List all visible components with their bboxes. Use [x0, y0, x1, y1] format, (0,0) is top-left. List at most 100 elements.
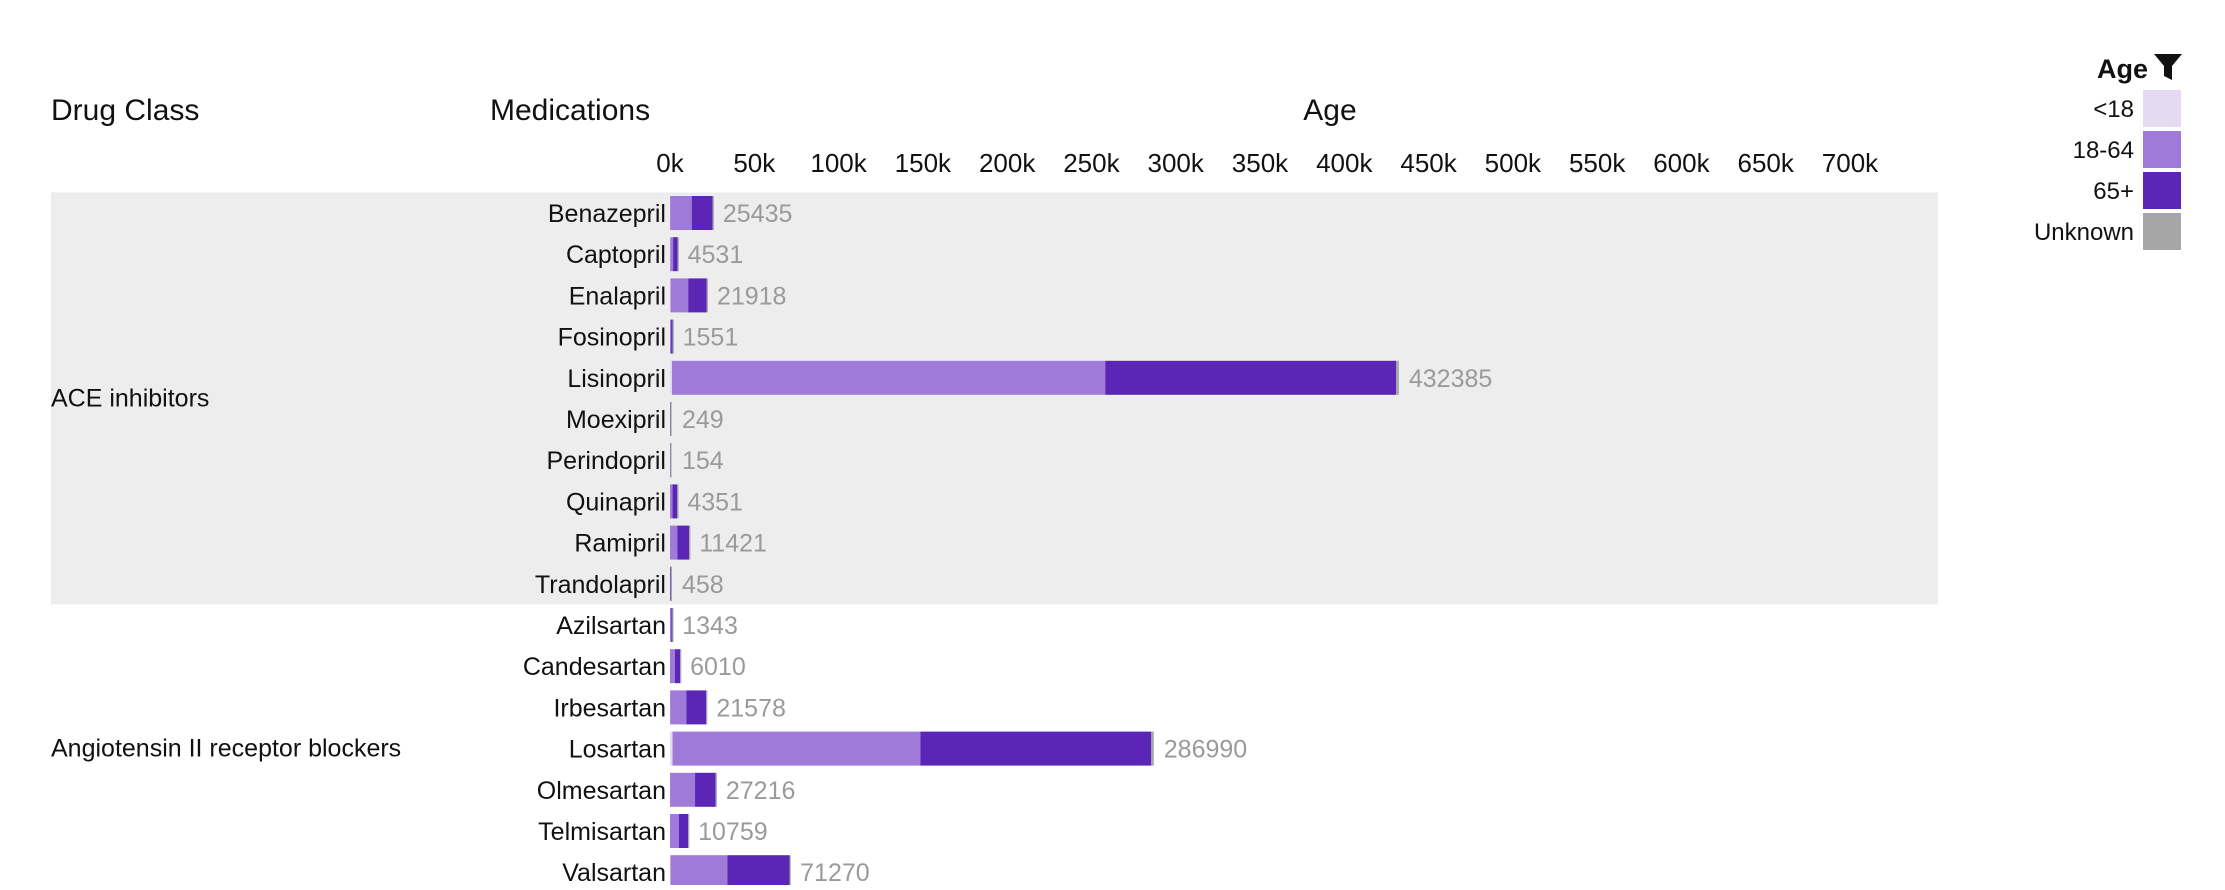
- bar-segment-lt18[interactable]: [670, 731, 673, 766]
- legend-swatch-a18_64: [2143, 131, 2181, 168]
- x-tick-label: 650k: [1738, 148, 1795, 178]
- x-tick-label: 450k: [1400, 148, 1457, 178]
- bar-total-label: 432385: [1409, 365, 1492, 393]
- bar-segment-unknown[interactable]: [715, 772, 717, 807]
- bar-total-label: 458: [682, 571, 724, 599]
- bar-segment-a65[interactable]: [678, 814, 689, 848]
- bar-segment-a18_64[interactable]: [670, 237, 674, 272]
- bar-segment-lt18[interactable]: [670, 360, 673, 395]
- bar-segment-a18_64[interactable]: [670, 196, 692, 230]
- bar-segment-a65[interactable]: [671, 319, 673, 354]
- group-label: ACE inhibitors: [51, 384, 209, 412]
- x-tick-label: 600k: [1653, 148, 1710, 178]
- medication-label: Ramipril: [574, 530, 666, 558]
- x-tick-label: 50k: [733, 148, 776, 178]
- medication-label: Quinapril: [566, 488, 666, 516]
- medication-label: Olmesartan: [537, 777, 666, 805]
- legend-swatch-a65: [2143, 172, 2181, 209]
- medication-label: Moexipril: [566, 406, 666, 434]
- bar-segment-unknown[interactable]: [706, 278, 708, 313]
- medication-label: Captopril: [566, 241, 666, 269]
- bar-segment-a65[interactable]: [1105, 360, 1397, 395]
- bar-total-label: 1551: [683, 324, 739, 352]
- legend-label: Unknown: [2034, 219, 2134, 246]
- x-tick-label: 350k: [1232, 148, 1289, 178]
- bar-segment-a18_64[interactable]: [670, 814, 679, 848]
- bar-total-label: 286990: [1164, 736, 1247, 764]
- bar-segment-a18_64[interactable]: [670, 278, 689, 313]
- bar-segment-a18_64[interactable]: [672, 360, 1106, 395]
- bar-segment-a18_64[interactable]: [672, 731, 921, 766]
- legend-swatch-unknown: [2143, 213, 2181, 250]
- bar-segment-a65[interactable]: [674, 649, 681, 684]
- x-tick-label: 300k: [1148, 148, 1205, 178]
- bar-segment-unknown[interactable]: [677, 484, 679, 519]
- bar-segment-a65[interactable]: [691, 196, 713, 230]
- bar-segment-a18_64[interactable]: [670, 649, 675, 684]
- medication-label: Telmisartan: [538, 818, 666, 846]
- medication-label: Enalapril: [569, 282, 666, 310]
- filter-icon[interactable]: [2154, 54, 2182, 80]
- bar-total-label: 1343: [682, 612, 738, 640]
- x-tick-label: 150k: [895, 148, 952, 178]
- legend-label: <18: [2093, 96, 2134, 123]
- bar-segment-a18_64[interactable]: [670, 525, 678, 560]
- x-tick-label: 100k: [810, 148, 867, 178]
- medication-label: Irbesartan: [553, 694, 666, 722]
- bar-total-label: 10759: [698, 818, 768, 846]
- bar-total-label: 25435: [723, 200, 793, 228]
- bar-segment-a18_64[interactable]: [670, 772, 696, 807]
- bar-segment-unknown[interactable]: [712, 196, 714, 230]
- bar-segment-a65[interactable]: [673, 237, 678, 272]
- bar-total-label: 4531: [688, 241, 744, 269]
- bar-segment-a65[interactable]: [727, 855, 790, 890]
- bar-segment-unknown[interactable]: [680, 649, 682, 684]
- bar-segment-unknown[interactable]: [677, 237, 679, 272]
- bar-segment-unknown[interactable]: [1396, 360, 1399, 395]
- bar-segment-unknown[interactable]: [672, 319, 674, 354]
- bar-segment-a18_64[interactable]: [670, 690, 687, 725]
- bar-segment-unknown[interactable]: [672, 608, 674, 642]
- bar-total-label: 249: [682, 406, 724, 434]
- bar-segment-unknown[interactable]: [1151, 731, 1154, 766]
- bar-segment-unknown[interactable]: [670, 566, 672, 601]
- bar-segment-a65[interactable]: [672, 484, 678, 519]
- bar-segment-unknown[interactable]: [789, 855, 791, 890]
- bar-segment-unknown[interactable]: [688, 814, 690, 848]
- bar-segment-unknown[interactable]: [670, 402, 672, 436]
- medication-label: Azilsartan: [556, 612, 666, 640]
- bar-segment-a18_64[interactable]: [670, 319, 672, 354]
- bar-segment-unknown[interactable]: [706, 690, 708, 725]
- x-tick-label: 500k: [1485, 148, 1542, 178]
- header-drug-class: Drug Class: [51, 94, 199, 127]
- medication-label: Benazepril: [548, 200, 666, 228]
- bar-segment-a65[interactable]: [695, 772, 716, 807]
- bar-total-label: 4351: [687, 488, 743, 516]
- bar-total-label: 27216: [726, 777, 796, 805]
- medication-label: Valsartan: [562, 859, 666, 885]
- bar-segment-a65[interactable]: [671, 608, 673, 642]
- bar-total-label: 21578: [716, 694, 786, 722]
- x-tick-label: 200k: [979, 148, 1036, 178]
- x-tick-label: 700k: [1822, 148, 1879, 178]
- bar-total-label: 71270: [800, 859, 870, 885]
- legend-label: 65+: [2093, 178, 2134, 205]
- medication-label: Losartan: [569, 736, 666, 764]
- bar-segment-a18_64[interactable]: [670, 608, 672, 642]
- bar-segment-unknown[interactable]: [689, 525, 691, 560]
- bar-segment-a65[interactable]: [677, 525, 690, 560]
- bar-segment-a18_64[interactable]: [670, 855, 728, 890]
- bar-total-label: 11421: [699, 530, 767, 558]
- bar-segment-a65[interactable]: [920, 731, 1152, 766]
- medication-label: Fosinopril: [558, 324, 666, 352]
- group-label: Angiotensin II receptor blockers: [51, 735, 401, 763]
- bar-segment-unknown[interactable]: [670, 443, 672, 478]
- x-tick-label: 0k: [656, 148, 684, 178]
- bar-segment-a65[interactable]: [688, 278, 707, 313]
- header-medications: Medications: [490, 94, 650, 127]
- x-tick-label: 250k: [1063, 148, 1120, 178]
- bar-segment-a18_64[interactable]: [670, 484, 673, 519]
- bar-segment-a65[interactable]: [686, 690, 707, 725]
